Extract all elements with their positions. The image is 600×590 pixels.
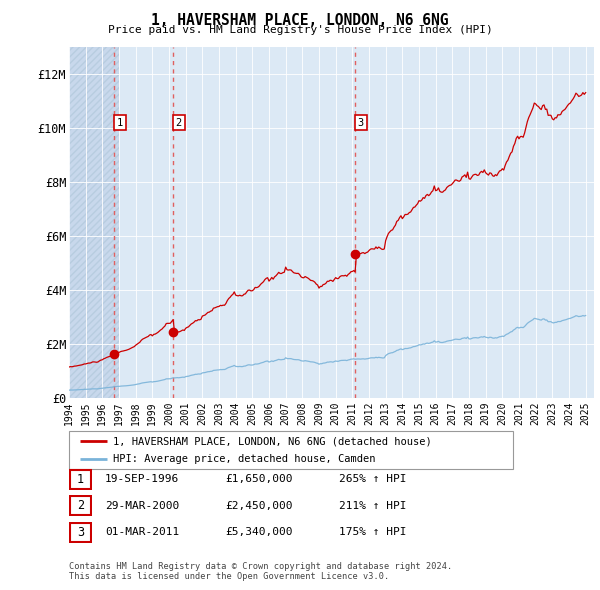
Text: 265% ↑ HPI: 265% ↑ HPI (339, 474, 407, 484)
Text: 1, HAVERSHAM PLACE, LONDON, N6 6NG (detached house): 1, HAVERSHAM PLACE, LONDON, N6 6NG (deta… (113, 436, 432, 446)
Text: 2: 2 (77, 499, 84, 512)
Text: 19-SEP-1996: 19-SEP-1996 (105, 474, 179, 484)
Bar (69, 47, 119, 398)
Text: 211% ↑ HPI: 211% ↑ HPI (339, 501, 407, 510)
FancyBboxPatch shape (70, 523, 91, 542)
Text: 29-MAR-2000: 29-MAR-2000 (105, 501, 179, 510)
Text: £1,650,000: £1,650,000 (225, 474, 293, 484)
Text: Price paid vs. HM Land Registry's House Price Index (HPI): Price paid vs. HM Land Registry's House … (107, 25, 493, 35)
Text: 3: 3 (358, 118, 364, 128)
Text: 1, HAVERSHAM PLACE, LONDON, N6 6NG: 1, HAVERSHAM PLACE, LONDON, N6 6NG (151, 13, 449, 28)
Text: 2: 2 (176, 118, 182, 128)
Text: HPI: Average price, detached house, Camden: HPI: Average price, detached house, Camd… (113, 454, 376, 464)
Text: 01-MAR-2011: 01-MAR-2011 (105, 527, 179, 537)
Text: This data is licensed under the Open Government Licence v3.0.: This data is licensed under the Open Gov… (69, 572, 389, 581)
FancyBboxPatch shape (70, 470, 91, 489)
FancyBboxPatch shape (69, 431, 513, 469)
FancyBboxPatch shape (70, 496, 91, 515)
Text: £2,450,000: £2,450,000 (225, 501, 293, 510)
Text: 1: 1 (77, 473, 84, 486)
Text: 175% ↑ HPI: 175% ↑ HPI (339, 527, 407, 537)
Text: 1: 1 (117, 118, 123, 128)
Text: £5,340,000: £5,340,000 (225, 527, 293, 537)
Text: Contains HM Land Registry data © Crown copyright and database right 2024.: Contains HM Land Registry data © Crown c… (69, 562, 452, 571)
Text: 3: 3 (77, 526, 84, 539)
